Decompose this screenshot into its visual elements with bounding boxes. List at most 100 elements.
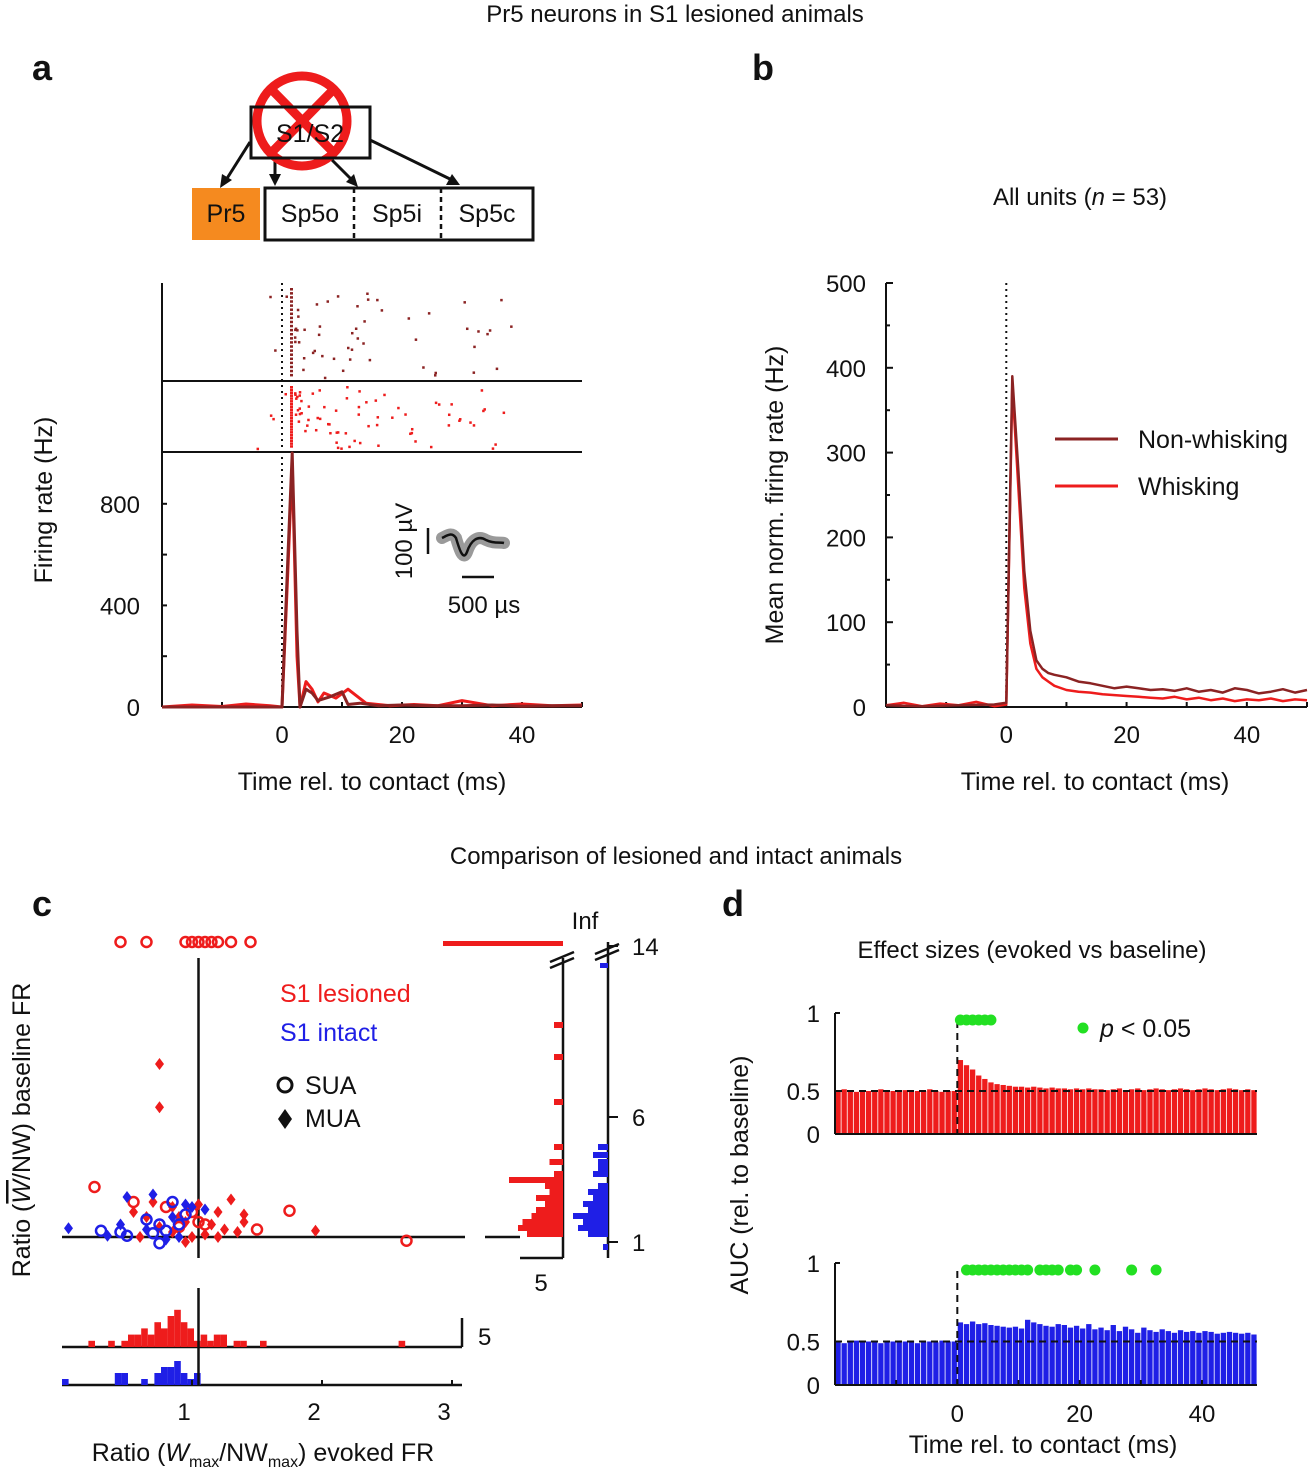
raster-nonwhisking-tick (356, 337, 360, 340)
auc-bar-intact (945, 1341, 951, 1385)
panel-d-plot: 0 0.5 1 0 0.5 1 0 20 40 Time rel. to contact (ms)… (726, 1001, 1257, 1459)
scatter-point (250, 1223, 264, 1236)
raster-whisking-tick (374, 399, 378, 402)
hist-scale-y: 5 (478, 1324, 491, 1351)
hist-scale-x: 5 (534, 1270, 547, 1297)
hist-bar-intact-y (588, 1231, 608, 1237)
auc-bar-intact (1018, 1328, 1025, 1386)
auc-bar-lesioned (1184, 1089, 1190, 1134)
auc-bar-intact (1116, 1331, 1123, 1386)
auc-bar-lesioned (1226, 1088, 1233, 1134)
raster-whisking-tick (482, 409, 485, 413)
raster-whisking-tick (365, 401, 368, 404)
auc-bar-lesioned (896, 1091, 902, 1134)
raster-nonwhisking-tick (362, 342, 365, 345)
raster-nonwhisking-tick (350, 348, 354, 351)
raster-nonwhisking-tick (336, 295, 340, 298)
x-tick-label: 20 (389, 722, 416, 749)
auc-bar-lesioned (1092, 1089, 1098, 1134)
auc-bar-lesioned (927, 1089, 933, 1134)
raster-whisking-tick (409, 432, 412, 436)
raster-whisking-tick (329, 431, 332, 435)
no-symbol-icon (252, 71, 352, 171)
auc-bar-lesioned (1037, 1087, 1043, 1134)
legend-sua-marker (276, 1076, 294, 1094)
raster-whisking-tick (307, 405, 311, 408)
y-tick-label: 1 (807, 1001, 820, 1028)
raster-whisking-tick (296, 395, 299, 399)
hist-inf-bar-intact (600, 963, 608, 968)
raster-nonwhisking-tick (274, 349, 277, 352)
raster-nonwhisking-tick (351, 331, 354, 335)
hist-bar-intact-y (578, 1225, 608, 1231)
ylabel-w: W (8, 1178, 36, 1204)
x-tick-label: 20 (1066, 1401, 1093, 1428)
auc-bar-intact (1190, 1331, 1196, 1386)
raster-whisking-tick (290, 442, 293, 445)
raster-whisking-tick (375, 423, 379, 427)
auc-bar-lesioned (1031, 1086, 1037, 1134)
auc-bar-intact (1251, 1334, 1257, 1385)
hist-bar-lesioned (121, 1340, 128, 1347)
raster-whisking-tick (298, 407, 302, 410)
sp5c-label: Sp5c (459, 200, 516, 228)
auc-bar-lesioned (1110, 1089, 1116, 1134)
auc-bar-lesioned (884, 1091, 890, 1134)
scatter-point (200, 1203, 210, 1216)
raster-nonwhisking-tick (290, 341, 293, 344)
auc-bar-lesioned (1208, 1089, 1214, 1134)
pr5-box (192, 188, 260, 240)
scatter-point (200, 1228, 210, 1241)
scatter-point (181, 1236, 190, 1248)
raster-nonwhisking-tick (290, 308, 293, 311)
hist-bar-lesioned (260, 1340, 267, 1347)
raster-whisking-tick (469, 421, 472, 424)
scatter-point (181, 1198, 190, 1211)
auc-bar-intact (1055, 1324, 1061, 1385)
raster-whisking-tick (300, 399, 303, 403)
scatter-point (400, 1234, 413, 1247)
hist-bar-intact-y (598, 1183, 608, 1189)
hist-bar-lesioned (220, 1334, 227, 1347)
raster-nonwhisking-tick (290, 292, 293, 295)
raster-whisking-tick (290, 436, 293, 440)
raster-whisking-tick (323, 405, 326, 409)
hist-bar-intact (62, 1379, 69, 1385)
raster-nonwhisking-tick (311, 351, 315, 355)
x-axis-label: Time rel. to contact (ms) (909, 1431, 1178, 1459)
raster-nonwhisking-tick (290, 304, 293, 307)
scatter-point (311, 1224, 320, 1237)
raster-whisking-tick (306, 424, 309, 427)
scatter-point (94, 1224, 108, 1237)
significance-legend-marker (1077, 1022, 1089, 1034)
auc-bar-lesioned (847, 1091, 853, 1134)
raster-whisking-tick (294, 392, 297, 395)
raster-nonwhisking-tick (290, 312, 293, 316)
auc-bar-intact (1232, 1332, 1239, 1385)
raster-whisking-tick (269, 414, 273, 417)
scatter-point (211, 935, 225, 949)
auc-bar-intact (1086, 1324, 1092, 1385)
hist-bar-intact-y (583, 1219, 608, 1225)
raster-nonwhisking-tick (477, 330, 480, 333)
raster-whisking-tick (311, 392, 315, 395)
hist-bar-lesioned (187, 1328, 194, 1347)
auc-bar-intact (1208, 1331, 1214, 1385)
auc-bar-intact (1147, 1330, 1153, 1386)
auc-bar-lesioned (835, 1091, 841, 1134)
arrowhead-sp5c (446, 174, 460, 185)
scatter-point (192, 935, 205, 949)
hist-bar-intact-y (593, 1195, 608, 1201)
auc-bar-lesioned (1202, 1088, 1208, 1134)
scatter-point (135, 1231, 145, 1243)
scatter-point (161, 1233, 171, 1246)
x-tick-label: 20 (1113, 722, 1140, 749)
auc-bar-lesioned (853, 1091, 860, 1134)
hist-bar-intact (141, 1379, 148, 1385)
pathway-schematic: Pr5 Sp5o Sp5i Sp5c S1/S2 (192, 71, 535, 242)
y-axis-label: Mean norm. firing rate (Hz) (761, 346, 789, 645)
auc-bar-lesioned (988, 1082, 994, 1134)
auc-bar-intact (1220, 1332, 1227, 1385)
hist-bar-intact-y (588, 1207, 608, 1213)
